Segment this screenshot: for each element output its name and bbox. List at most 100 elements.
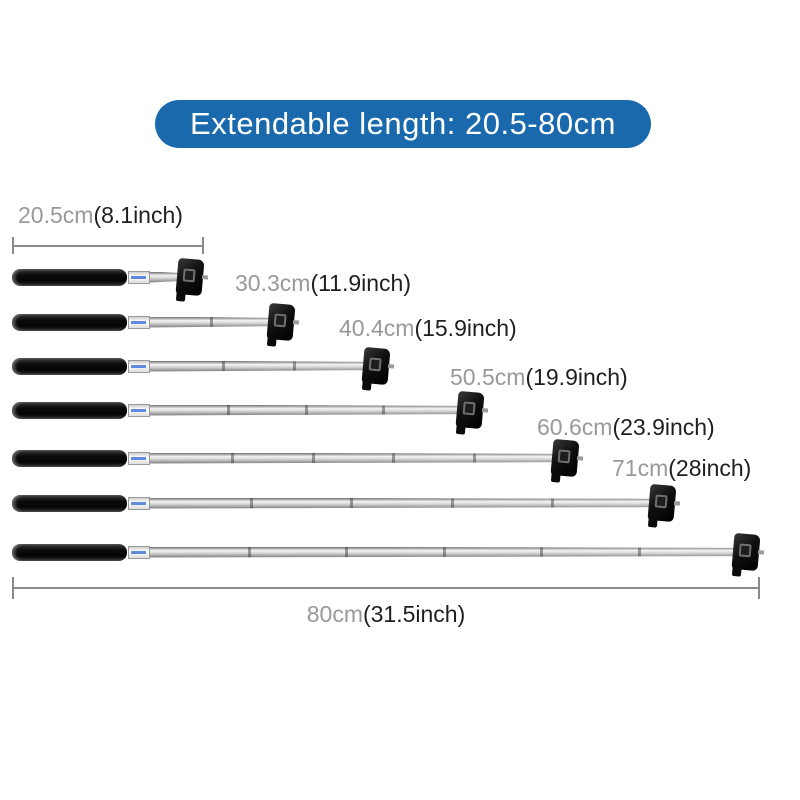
tube-joint [350, 497, 354, 509]
brand-sticker [131, 408, 146, 412]
dimension-line-bottom [12, 577, 760, 599]
brand-collar [128, 270, 150, 284]
tube-joint [442, 546, 446, 558]
tube-joint [250, 497, 254, 509]
clamp-slot [182, 268, 196, 283]
tube-joint [637, 546, 641, 558]
stick-80cm [12, 532, 765, 577]
dimension-tick-right [202, 237, 204, 254]
telescopic-tube [150, 546, 735, 558]
brand-sticker [131, 320, 146, 324]
length-label-1: 20.5cm(8.1inch) [18, 202, 183, 228]
telescopic-tube [150, 271, 179, 283]
lock-knob [175, 290, 186, 302]
phone-clamp-head [731, 532, 765, 577]
length-label-6: 71cm(28inch) [612, 455, 752, 481]
stick-20-5cm [12, 257, 209, 302]
tube-joint [345, 546, 348, 558]
clamp-tip-screw [673, 501, 681, 506]
tube-joint [540, 546, 543, 558]
stick-50-5cm [12, 390, 489, 435]
phone-clamp-head [550, 438, 584, 483]
phone-clamp-head [175, 257, 209, 302]
length-cm-value: 50.5cm [450, 364, 526, 390]
dimension-line-top [12, 237, 204, 254]
clamp-tip-screw [576, 456, 584, 461]
clamp-slot [273, 313, 287, 328]
lock-knob [455, 423, 466, 435]
phone-clamp-head [266, 302, 300, 347]
lock-knob [731, 565, 742, 577]
telescopic-tube [150, 404, 459, 416]
dimension-tick-left [12, 577, 14, 599]
brand-collar [128, 315, 150, 329]
tube-joint [311, 452, 315, 464]
foam-handle [12, 543, 127, 561]
clamp-slot [738, 543, 752, 558]
stick-30-3cm [12, 302, 300, 347]
title-banner: Extendable length: 20.5-80cm [155, 100, 651, 148]
length-label-2: 30.3cm(11.9inch) [235, 270, 412, 296]
phone-clamp-head [361, 346, 395, 391]
length-inch-value: (19.9inch) [525, 364, 628, 390]
tube-joint [293, 360, 297, 372]
length-label-4: 50.5cm(19.9inch) [450, 364, 628, 390]
dimension-tick-left [12, 237, 14, 254]
foam-handle [12, 357, 127, 375]
foam-handle [12, 401, 127, 419]
tube-joint [473, 452, 477, 464]
tube-joint [450, 497, 454, 509]
tube-joint [247, 546, 251, 558]
tube-joint [227, 404, 231, 416]
lock-knob [550, 471, 561, 483]
phone-clamp-head [647, 483, 681, 528]
telescopic-tube [150, 360, 365, 372]
title-banner-text: Extendable length: 20.5-80cm [190, 106, 616, 141]
tube-joint [550, 497, 554, 509]
brand-collar [128, 545, 150, 559]
clamp-slot [368, 357, 382, 372]
length-label-3: 40.4cm(15.9inch) [339, 315, 517, 341]
length-cm-value: 71cm [612, 455, 669, 481]
length-label-5: 60.6cm(23.9inch) [537, 414, 715, 440]
foam-handle [12, 494, 127, 512]
clamp-tip-screw [201, 275, 209, 280]
length-label-7: 80cm(31.5inch) [307, 601, 466, 627]
clamp-slot [462, 401, 476, 416]
telescopic-tube [150, 316, 270, 328]
telescopic-tube [150, 497, 651, 509]
brand-collar [128, 451, 150, 465]
stick-71cm [12, 483, 681, 528]
clamp-tip-screw [481, 408, 489, 413]
length-inch-value: (28inch) [668, 455, 752, 481]
length-inch-value: (8.1inch) [93, 202, 183, 228]
foam-handle [12, 313, 127, 331]
clamp-tip-screw [292, 320, 300, 325]
tube-joint [392, 452, 396, 464]
brand-sticker [131, 501, 146, 505]
tube-joint [304, 404, 308, 416]
length-inch-value: (15.9inch) [414, 315, 517, 341]
brand-sticker [131, 364, 146, 368]
tube-joint [381, 404, 385, 416]
dimension-tick-right [758, 577, 760, 599]
tube-joint [230, 452, 234, 464]
stick-40-4cm [12, 346, 395, 391]
clamp-slot [557, 449, 571, 464]
clamp-tip-screw [757, 550, 765, 555]
brand-collar [128, 403, 150, 417]
brand-sticker [131, 275, 146, 279]
brand-sticker [131, 550, 146, 554]
clamp-slot [654, 494, 668, 509]
tube-joint [210, 316, 213, 328]
lock-knob [647, 516, 658, 528]
foam-handle [12, 449, 127, 467]
length-cm-value: 30.3cm [235, 270, 311, 296]
telescopic-tube [150, 452, 554, 464]
length-cm-value: 60.6cm [537, 414, 613, 440]
brand-collar [128, 359, 150, 373]
length-inch-value: (11.9inch) [310, 270, 412, 296]
clamp-tip-screw [387, 364, 395, 369]
brand-collar [128, 496, 150, 510]
